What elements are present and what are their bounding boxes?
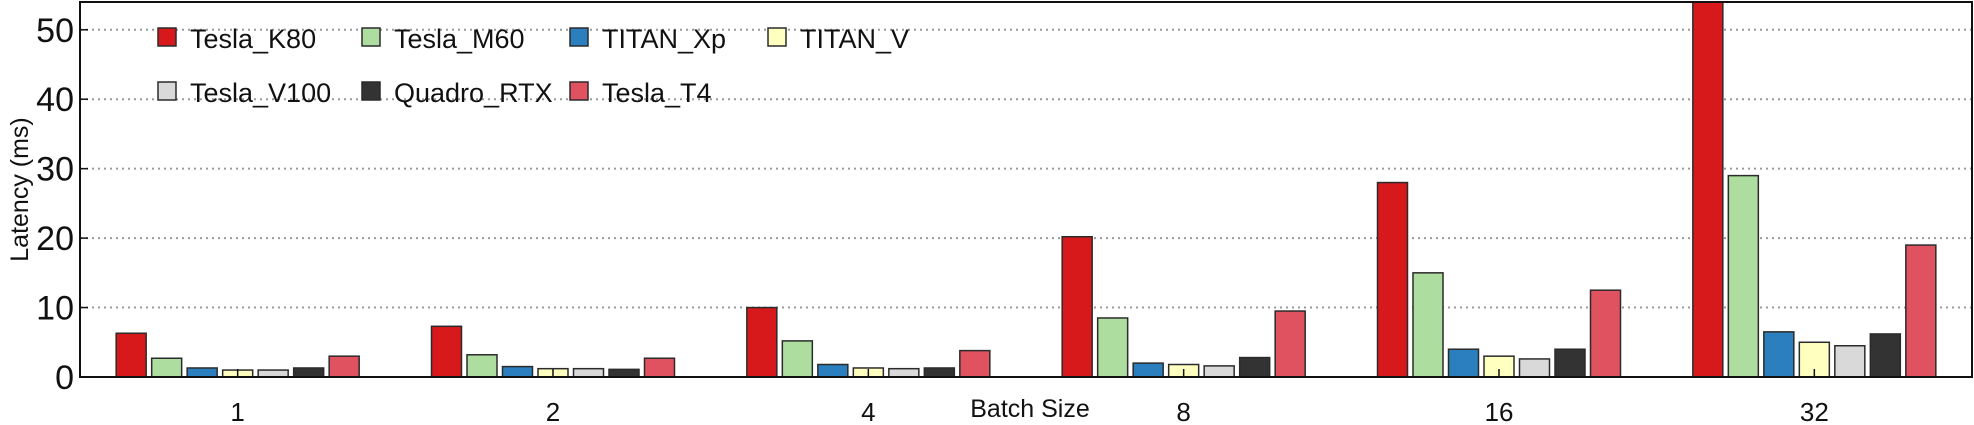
legend-label: Tesla_K80 bbox=[190, 24, 316, 54]
bar-tesla-k80-batch-1 bbox=[115, 332, 147, 378]
bar-tesla-m60-batch-2 bbox=[466, 354, 498, 378]
legend-swatch-titan-v bbox=[767, 27, 787, 47]
x-tick-label: 2 bbox=[546, 397, 560, 425]
legend-label: Quadro_RTX bbox=[394, 78, 553, 108]
y-tick-label: 50 bbox=[36, 12, 74, 50]
legend-swatch-tesla-v100 bbox=[157, 81, 177, 101]
bar-tesla-k80-batch-2 bbox=[430, 325, 463, 378]
y-tick-label: 40 bbox=[36, 81, 74, 119]
legend-label: Tesla_M60 bbox=[394, 24, 525, 54]
legend-swatch-quadro-rtx bbox=[361, 81, 381, 101]
bar-titan-xp-batch-16 bbox=[1447, 348, 1480, 378]
bar-tesla-t4-batch-1 bbox=[328, 355, 360, 378]
bar-tesla-v100-batch-16 bbox=[1518, 358, 1551, 378]
bar-tesla-k80-batch-32 bbox=[1692, 1, 1724, 378]
bar-tesla-m60-batch-4 bbox=[781, 340, 814, 378]
bar-tesla-t4-batch-2 bbox=[643, 357, 676, 378]
x-tick-label: 8 bbox=[1176, 397, 1190, 425]
bar-tesla-v100-batch-8 bbox=[1203, 365, 1235, 378]
bar-tesla-t4-batch-4 bbox=[959, 349, 991, 378]
legend-swatch-tesla-t4 bbox=[569, 81, 589, 101]
bar-titan-xp-batch-2 bbox=[501, 365, 534, 378]
legend-swatch-tesla-k80 bbox=[157, 27, 177, 47]
bar-titan-xp-batch-8 bbox=[1132, 362, 1164, 378]
y-tick-label: 10 bbox=[36, 290, 74, 328]
x-tick-label: 32 bbox=[1800, 397, 1829, 425]
bar-tesla-t4-batch-8 bbox=[1274, 310, 1306, 378]
bar-tesla-k80-batch-16 bbox=[1376, 181, 1409, 378]
gridlines bbox=[80, 28, 1972, 309]
bar-quadro-rtx-batch-8 bbox=[1238, 356, 1271, 378]
bar-tesla-m60-batch-16 bbox=[1412, 272, 1444, 378]
y-tick-label: 0 bbox=[55, 359, 74, 397]
y-axis-label: Latency (ms) bbox=[6, 117, 34, 261]
bar-tesla-m60-batch-8 bbox=[1096, 317, 1129, 378]
y-tick-label: 30 bbox=[36, 151, 74, 189]
bar-tesla-v100-batch-32 bbox=[1834, 345, 1866, 378]
bar-tesla-k80-batch-8 bbox=[1061, 235, 1093, 378]
bar-tesla-t4-batch-16 bbox=[1589, 289, 1622, 378]
y-axis-ticks: 0 10 20 30 40 50 bbox=[36, 12, 88, 397]
bars-group bbox=[115, 1, 1937, 378]
bar-quadro-rtx-batch-4 bbox=[923, 367, 956, 378]
x-tick-label: 16 bbox=[1485, 397, 1514, 425]
bar-tesla-m60-batch-1 bbox=[150, 357, 183, 378]
bar-tesla-v100-batch-4 bbox=[888, 367, 920, 378]
y-tick-label: 20 bbox=[36, 220, 74, 258]
bar-quadro-rtx-batch-32 bbox=[1869, 333, 1902, 378]
bar-quadro-rtx-batch-16 bbox=[1554, 348, 1586, 378]
bar-titan-xp-batch-32 bbox=[1763, 331, 1795, 378]
plot-frame bbox=[79, 1, 1973, 378]
bar-titan-xp-batch-4 bbox=[817, 363, 849, 378]
legend-swatch-titan-xp bbox=[569, 27, 589, 47]
x-tick-label: 4 bbox=[861, 397, 875, 425]
x-axis-label: Batch Size bbox=[970, 395, 1090, 423]
bar-tesla-k80-batch-4 bbox=[746, 306, 778, 378]
bar-quadro-rtx-batch-2 bbox=[608, 368, 640, 378]
legend-label: TITAN_Xp bbox=[602, 24, 726, 54]
bar-quadro-rtx-batch-1 bbox=[292, 367, 325, 378]
bar-tesla-t4-batch-32 bbox=[1905, 244, 1937, 378]
x-axis-ticks: 1 2 4 8 16 32 bbox=[230, 369, 1829, 425]
bar-tesla-v100-batch-1 bbox=[257, 369, 289, 378]
legend-label: Tesla_V100 bbox=[190, 78, 331, 108]
bar-titan-xp-batch-1 bbox=[186, 367, 218, 378]
legend-label: TITAN_V bbox=[800, 24, 909, 54]
legend-label: Tesla_T4 bbox=[602, 78, 712, 108]
legend-swatch-tesla-m60 bbox=[361, 27, 381, 47]
bar-tesla-v100-batch-2 bbox=[572, 367, 605, 378]
bar-tesla-m60-batch-32 bbox=[1727, 174, 1760, 378]
x-tick-label: 1 bbox=[230, 397, 244, 425]
legend: Tesla_K80 Tesla_M60 TITAN_Xp TITAN_V Tesla_V… bbox=[157, 24, 909, 108]
